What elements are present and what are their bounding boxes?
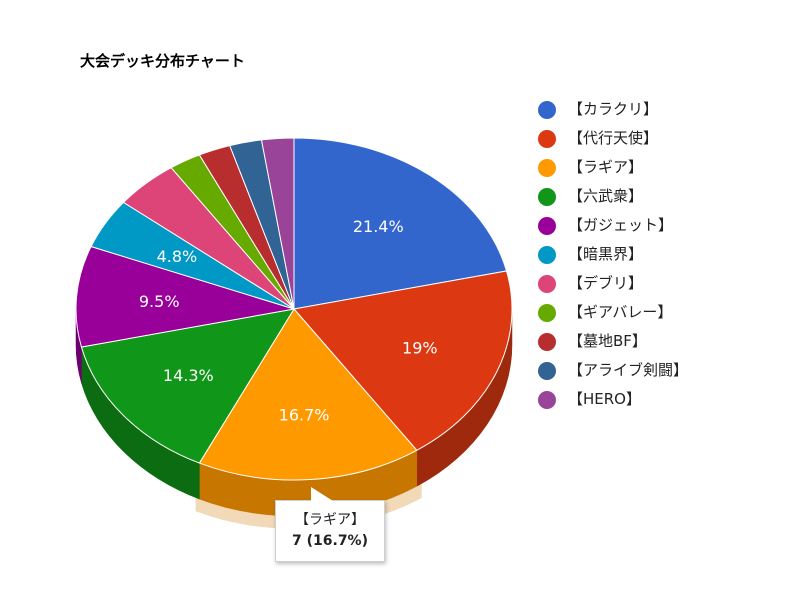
legend-swatch	[538, 159, 556, 177]
pie-slice-2[interactable]	[198, 308, 418, 481]
legend-label: 【代行天使】	[568, 129, 659, 147]
legend-label: 【デブリ】	[568, 274, 644, 292]
pie-slice-3[interactable]	[80, 308, 296, 464]
pie-slice-0[interactable]	[293, 137, 508, 310]
slice-label-4: 9.5%	[139, 292, 180, 311]
slice-label-1: 19%	[402, 339, 438, 358]
legend-swatch	[538, 130, 556, 148]
pie-slice-1[interactable]	[293, 270, 513, 451]
tooltip-value: 7 (16.7%)	[292, 533, 368, 549]
legend-label: 【カラクリ】	[568, 100, 659, 118]
legend-label: 【HERO】	[568, 390, 641, 408]
slice-label-2: 16.7%	[279, 406, 330, 425]
slice-label-0: 21.4%	[353, 217, 404, 236]
legend-swatch	[538, 275, 556, 293]
legend-swatch	[538, 246, 556, 264]
legend-label: 【暗黒界】	[568, 245, 644, 263]
legend-swatch	[538, 391, 556, 409]
tooltip-pointer	[311, 487, 333, 501]
legend-swatch	[538, 333, 556, 351]
slice-label-3: 14.3%	[163, 366, 214, 385]
legend-swatch	[538, 101, 556, 119]
legend-swatch	[538, 188, 556, 206]
tooltip-name: 【ラギア】	[295, 512, 365, 528]
legend-swatch	[538, 304, 556, 322]
chart-title: 大会デッキ分布チャート	[80, 52, 245, 70]
legend-swatch	[538, 217, 556, 235]
legend-label: 【アライブ剣闘】	[568, 361, 689, 379]
legend-label: 【ガジェット】	[568, 216, 674, 234]
legend-label: 【六武衆】	[568, 187, 644, 205]
slice-label-5: 4.8%	[157, 247, 198, 266]
legend-label: 【ラギア】	[568, 158, 644, 176]
legend-label: 【墓地BF】	[568, 332, 647, 350]
pie-top	[75, 137, 513, 481]
legend-label: 【ギアバレー】	[568, 303, 673, 321]
pie-slice-4[interactable]	[75, 245, 295, 348]
pie-labels: 21.4% 19% 16.7% 14.3% 9.5% 4.8%	[139, 217, 438, 425]
legend-swatch	[538, 362, 556, 380]
pie-slice-10[interactable]	[260, 137, 295, 310]
slice-tooltip: 【ラギア】 7 (16.7%)	[275, 487, 385, 562]
